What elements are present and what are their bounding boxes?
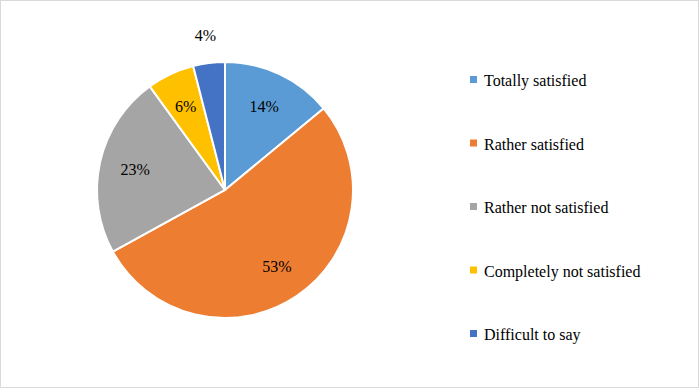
legend-label: Totally satisfied [484, 72, 586, 90]
legend-label: Rather satisfied [484, 135, 584, 152]
pie-slice [193, 62, 225, 190]
pie: 14% 53% 23% 6% 4% [97, 27, 353, 318]
legend-swatch [470, 330, 477, 337]
legend-label: Completely not satisfied [484, 262, 640, 280]
legend-swatch [470, 76, 477, 83]
legend-label-line: Rather not satisfied [484, 199, 608, 216]
chart-frame [1, 1, 699, 388]
data-label: 4% [195, 27, 216, 44]
data-label: 23% [120, 161, 149, 178]
legend-label-line: Totally satisfied [484, 72, 586, 90]
data-label: 14% [250, 98, 279, 115]
legend-swatch [470, 203, 477, 210]
chart: 14% 53% 23% 6% 4% Totally satisfied Rather sat… [0, 0, 699, 388]
legend-label: Rather not satisfied [484, 199, 608, 216]
legend: Totally satisfied Rather satisfied Rather … [470, 72, 640, 344]
legend-label-line: Completely not satisfied [484, 262, 640, 280]
legend-label-line: Rather satisfied [484, 135, 584, 152]
legend-swatch [470, 267, 477, 274]
legend-swatch [470, 140, 477, 147]
data-label: 53% [262, 258, 291, 275]
legend-label: Difficult to say [484, 326, 581, 344]
legend-label-line: Difficult to say [484, 326, 581, 344]
data-label: 6% [175, 98, 196, 115]
